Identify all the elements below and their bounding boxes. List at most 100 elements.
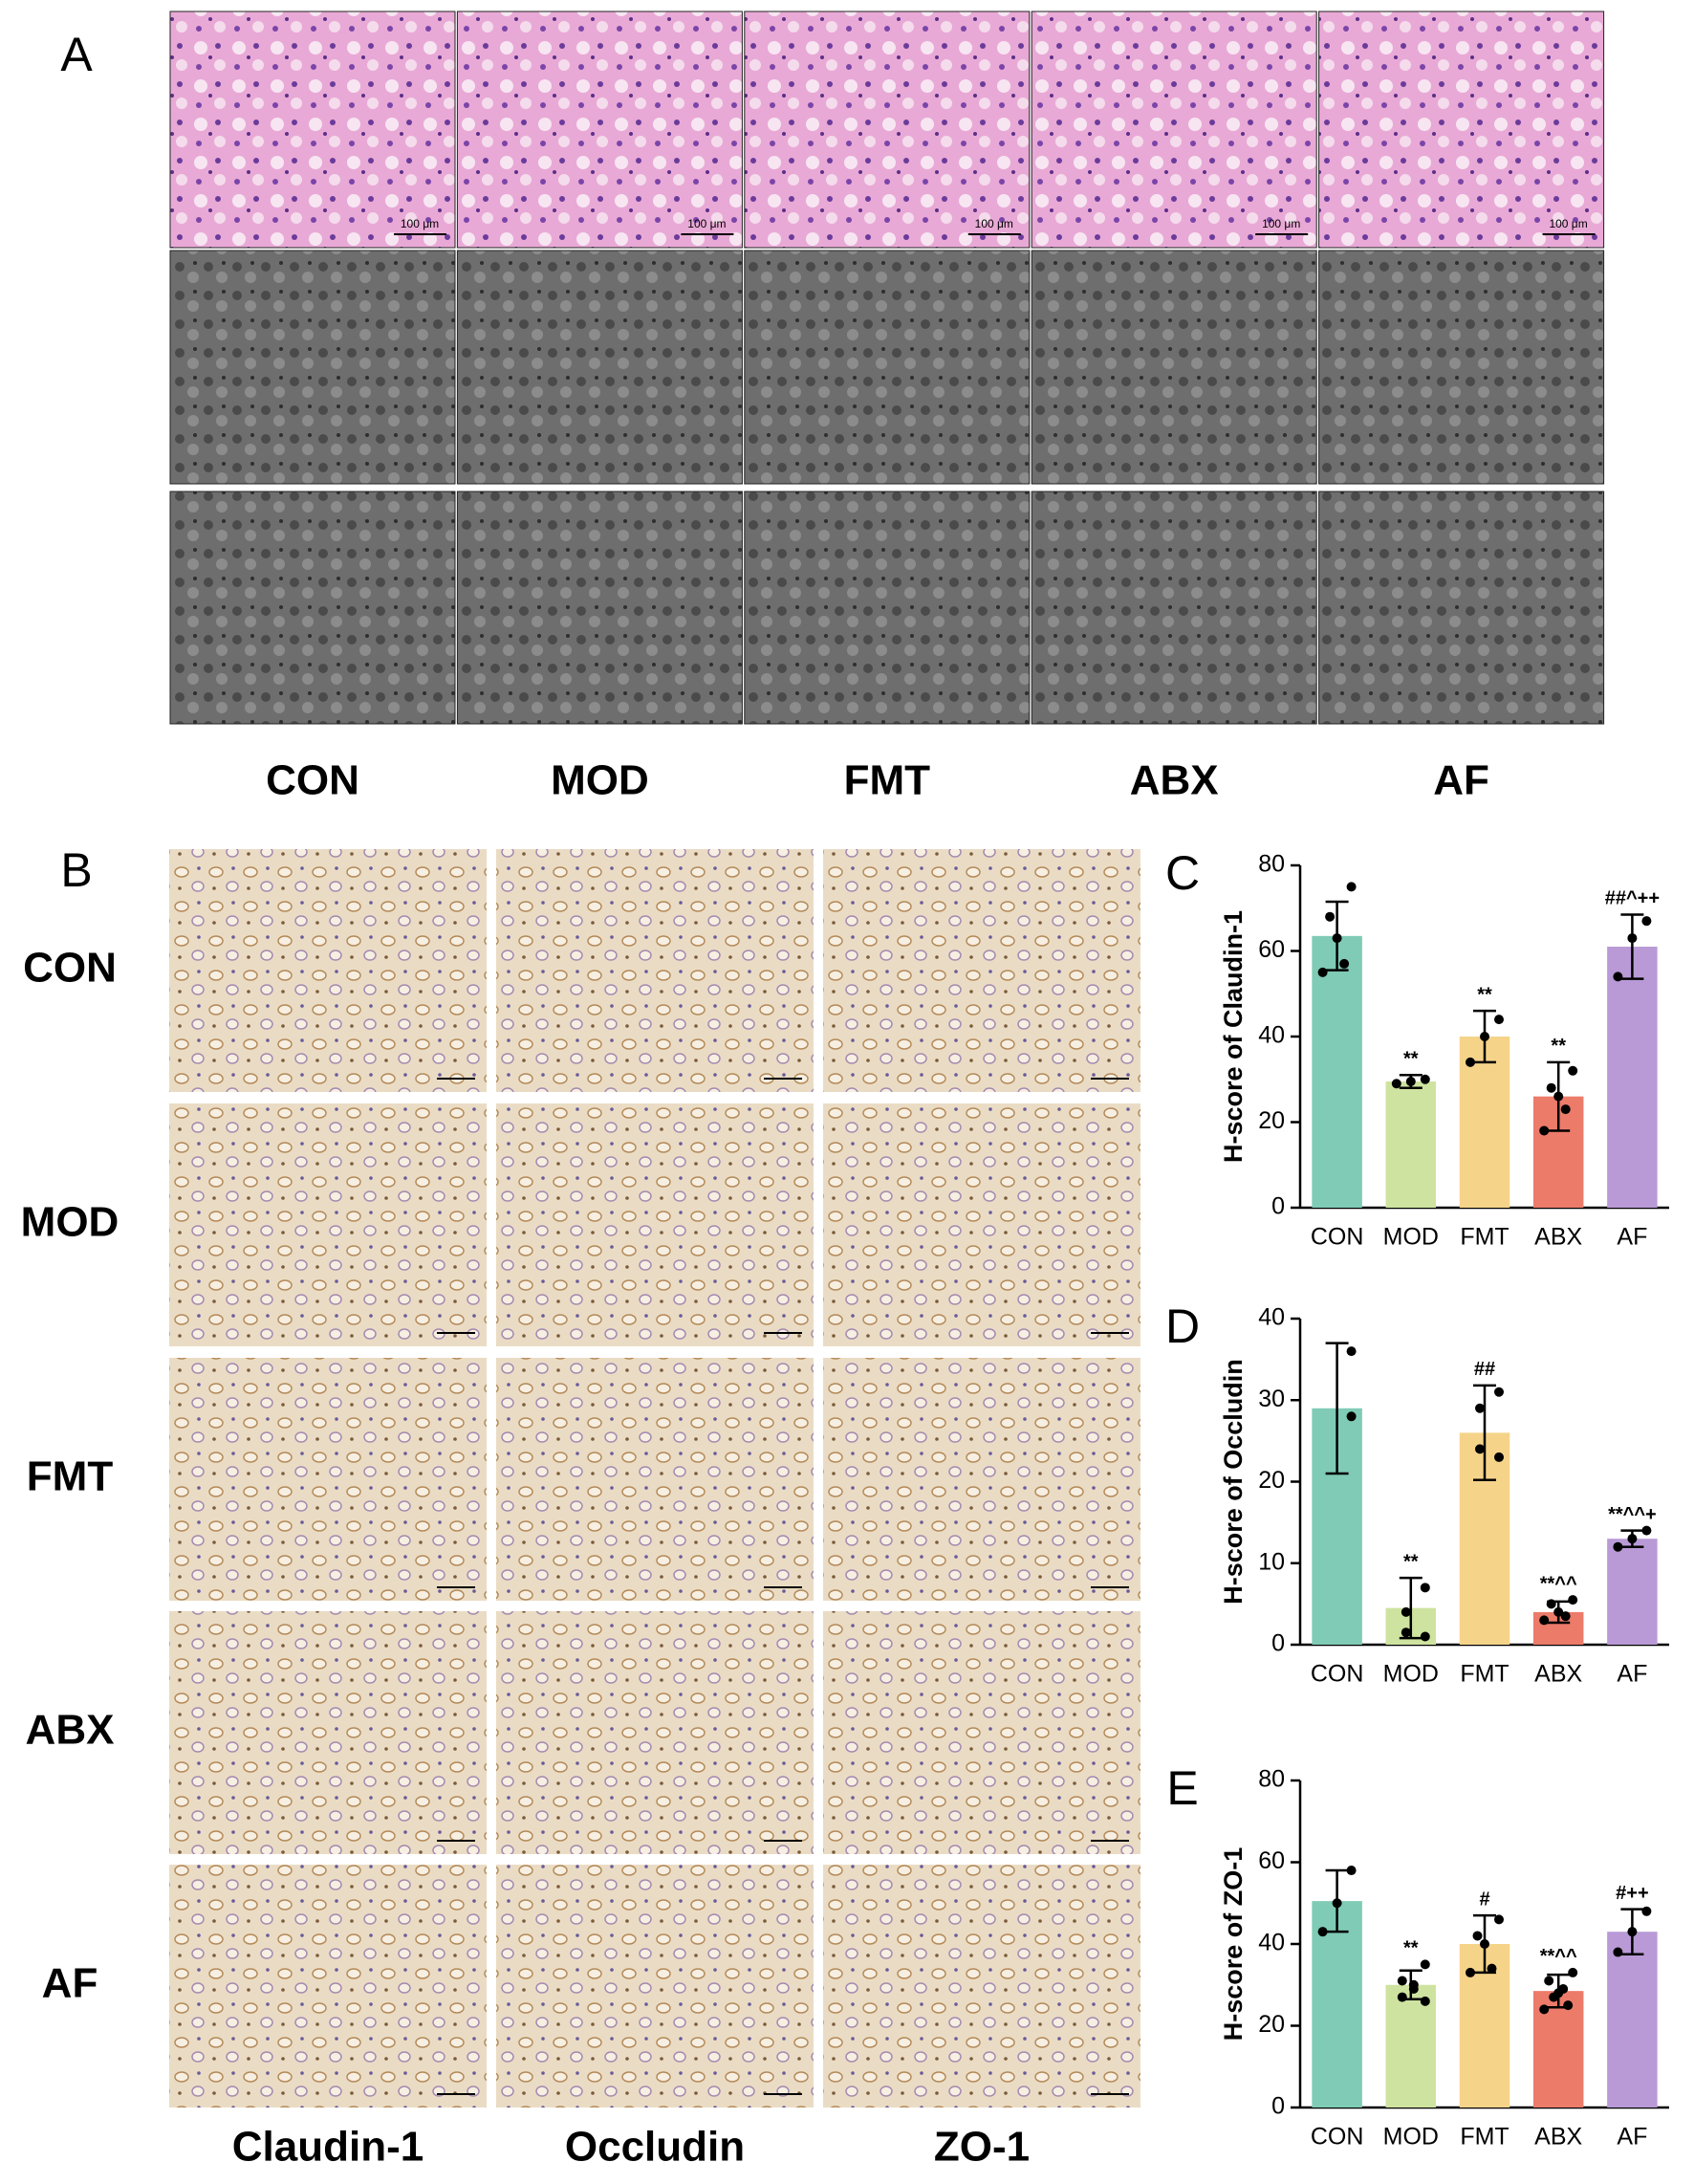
- data-point: [1420, 1996, 1430, 2006]
- significance: ##: [1474, 1359, 1495, 1380]
- bar: [1607, 1932, 1658, 2108]
- row-label: FMT: [27, 1453, 114, 1500]
- micrograph: [1031, 11, 1317, 249]
- column-label: Claudin-1: [232, 2124, 424, 2171]
- data-point: [1641, 1906, 1652, 1916]
- x-tick-label: FMT: [1460, 2124, 1509, 2151]
- micrograph: [1318, 250, 1605, 485]
- scale-bar-label: 100 μm: [1262, 217, 1300, 230]
- data-point: [1401, 1606, 1411, 1617]
- y-tick-label: 0: [1271, 1193, 1285, 1220]
- data-point: [1466, 1967, 1475, 1977]
- y-tick-label: 10: [1258, 1548, 1285, 1575]
- significance: **: [1551, 1036, 1566, 1057]
- data-point: [1641, 916, 1652, 927]
- ihc-image: [496, 1865, 814, 2108]
- data-point: [1420, 1631, 1430, 1642]
- micrograph: [744, 11, 1031, 249]
- data-point: [1544, 1976, 1554, 1986]
- x-tick-label: CON: [1311, 1224, 1364, 1251]
- column-label: Occludin: [565, 2124, 745, 2171]
- data-point: [1405, 1076, 1416, 1086]
- significance: **: [1403, 1049, 1419, 1070]
- data-point: [1339, 958, 1350, 969]
- data-point: [1553, 1606, 1564, 1617]
- x-tick-label: MOD: [1383, 2124, 1439, 2151]
- panel-label: E: [1166, 1761, 1198, 1815]
- data-point: [1568, 1595, 1578, 1605]
- micrograph: [1031, 491, 1317, 725]
- significance: **^^: [1540, 1573, 1577, 1594]
- data-point: [1627, 933, 1638, 944]
- data-point: [1480, 1939, 1489, 1949]
- panel-label: A: [60, 28, 93, 81]
- y-tick-label: 40: [1258, 1304, 1285, 1331]
- group-label: FMT: [844, 757, 931, 804]
- x-tick-label: FMT: [1460, 1661, 1509, 1688]
- data-point: [1539, 2004, 1550, 2015]
- ihc-image: [823, 1865, 1140, 2108]
- micrograph: [456, 11, 743, 249]
- data-point: [1546, 1082, 1556, 1093]
- panel-label: C: [1165, 846, 1200, 900]
- ihc-image: [496, 1358, 814, 1601]
- ihc-image: [823, 1611, 1140, 1854]
- ihc-image: [169, 849, 487, 1092]
- error-bar: [1620, 913, 1644, 980]
- data-point: [1568, 1967, 1578, 1977]
- x-tick-label: ABX: [1534, 1661, 1582, 1688]
- micrograph: [1031, 250, 1317, 485]
- error-bar: [1473, 1384, 1496, 1482]
- panel-label: B: [60, 843, 92, 897]
- data-point: [1346, 882, 1357, 892]
- data-point: [1539, 1125, 1550, 1136]
- data-point: [1391, 1079, 1401, 1089]
- micrograph: [169, 491, 456, 725]
- panel-label: D: [1165, 1299, 1200, 1353]
- ihc-image: [169, 1103, 487, 1346]
- significance: **: [1403, 1551, 1419, 1572]
- data-point: [1420, 1583, 1430, 1593]
- data-point: [1472, 1931, 1483, 1941]
- bar-chart: E H-score of ZO-1 0 20 40 60 80 CON ** MOD # FMT **^…: [1166, 1761, 1669, 2151]
- row-label: ABX: [26, 1707, 115, 1754]
- significance: **^^: [1540, 1946, 1577, 1967]
- error-bar: [1399, 1576, 1423, 1640]
- data-point: [1346, 1411, 1357, 1422]
- data-point: [1397, 1992, 1407, 2002]
- bar: [1312, 935, 1362, 1208]
- y-tick-label: 20: [1258, 1107, 1285, 1134]
- ihc-image: [169, 1865, 487, 2108]
- y-axis-label: H-score of Occludin: [1219, 1359, 1248, 1605]
- x-tick-label: ABX: [1534, 1224, 1582, 1251]
- y-tick-label: 40: [1258, 1930, 1285, 1956]
- micrograph: [456, 250, 743, 485]
- data-point: [1420, 1074, 1430, 1084]
- significance: **: [1403, 1938, 1419, 1959]
- data-point: [1317, 1927, 1328, 1937]
- ihc-image: [496, 1103, 814, 1346]
- data-point: [1475, 1444, 1485, 1454]
- data-point: [1568, 1065, 1578, 1076]
- bar-chart: C H-score of Claudin-1 0 20 40 60 80 CON ** MOD **…: [1165, 846, 1669, 1251]
- x-tick-label: AF: [1617, 1661, 1647, 1688]
- ihc-image: [169, 1358, 487, 1601]
- ihc-image: [823, 1358, 1140, 1601]
- row-label: AF: [42, 1960, 98, 2007]
- y-axis-label: H-score of ZO-1: [1219, 1847, 1248, 2042]
- group-label: CON: [266, 757, 359, 804]
- micrograph: [1318, 491, 1605, 725]
- x-tick-label: FMT: [1460, 1224, 1509, 1251]
- x-tick-label: MOD: [1383, 1224, 1439, 1251]
- charts: C H-score of Claudin-1 0 20 40 60 80 CON ** MOD **…: [1165, 846, 1669, 2151]
- data-point: [1420, 1959, 1430, 1970]
- data-point: [1494, 1452, 1504, 1462]
- ihc-image: [496, 849, 814, 1092]
- micrograph: [169, 11, 456, 249]
- data-point: [1408, 1984, 1419, 1995]
- scale-bar-label: 100 μm: [975, 217, 1013, 230]
- significance: **: [1477, 984, 1492, 1005]
- data-point: [1627, 1534, 1638, 1544]
- micrograph: [1318, 11, 1605, 249]
